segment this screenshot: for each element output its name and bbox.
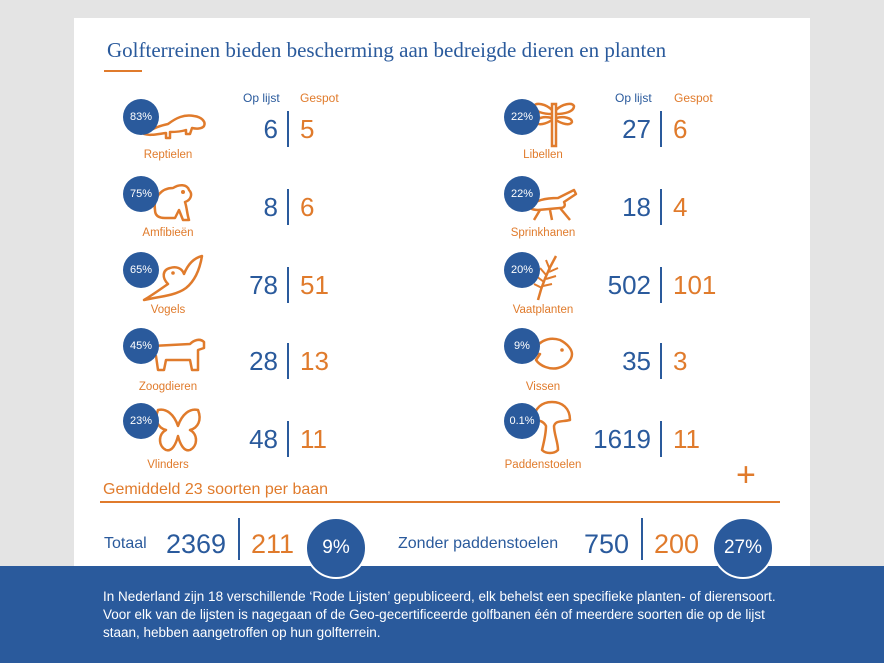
op-lijst-value: 8 [263,192,278,222]
fish-icon [530,334,574,374]
header-op-lijst-left: Op lijst [243,91,280,105]
grasshopper-icon [526,180,578,224]
lizard-icon [140,104,210,146]
plus-icon: + [736,456,756,494]
infographic-card [74,18,810,568]
category-label: Reptielen [143,149,193,161]
percentage-badge: 9% [504,328,540,364]
gespot-value: 4 [673,192,688,222]
without-mushrooms-divider [641,518,643,560]
percentage-badge: 20% [504,252,540,288]
gespot-value: 11 [673,424,700,454]
op-lijst-value: 78 [249,270,278,300]
totals-op-lijst: 2369 [166,529,227,559]
value-divider [287,189,289,225]
totals-divider [238,518,240,560]
value-divider [660,111,662,147]
gespot-value: 6 [300,192,315,222]
percentage-badge: 45% [123,328,159,364]
percentage-badge: 0.1% [504,403,540,439]
gespot-value: 6 [673,114,688,144]
gespot-value: 5 [300,114,315,144]
mushroom-icon [528,400,574,456]
category-label: Amfibieën [142,227,194,239]
percentage-badge: 65% [123,252,159,288]
plant-icon [530,254,560,302]
without-mushrooms-percentage-badge: 27% [712,517,774,579]
butterfly-icon [152,406,204,456]
value-divider [287,421,289,457]
footer-banner: In Nederland zijn 18 verschillende ‘Rode… [0,566,884,663]
category-label: Libellen [523,149,563,161]
op-lijst-value: 27 [622,114,651,144]
op-lijst-value: 502 [607,270,651,300]
header-op-lijst-right: Op lijst [615,91,652,105]
page-title: Golfterreinen bieden bescherming aan bed… [107,38,667,62]
without-mushrooms-op-lijst: 750 [584,529,630,559]
percentage-badge: 75% [123,176,159,212]
value-divider [660,343,662,379]
op-lijst-value: 18 [622,192,651,222]
value-divider [660,189,662,225]
totals-gespot: 211 [251,529,295,559]
value-divider [287,267,289,303]
category-label: Vlinders [147,459,189,471]
header-gespot-right: Gespot [674,91,713,105]
op-lijst-value: 35 [622,346,651,376]
footer-text: In Nederland zijn 18 verschillende ‘Rode… [103,589,776,640]
percentage-badge: 22% [504,176,540,212]
without-mushrooms-gespot: 200 [654,529,700,559]
gespot-value: 13 [300,346,329,376]
value-divider [287,111,289,147]
op-lijst-value: 1619 [593,424,651,454]
value-divider [660,267,662,303]
sum-line [100,501,780,503]
gespot-value: 3 [673,346,688,376]
average-species-text: Gemiddeld 23 soorten per baan [103,481,329,498]
gespot-value: 51 [300,270,329,300]
gespot-value: 101 [673,270,717,300]
category-label: Sprinkhanen [510,227,576,239]
without-mushrooms-label: Zonder paddenstoelen [398,535,559,552]
totals-label: Totaal [104,535,147,552]
percentage-badge: 83% [123,99,159,135]
category-label: Vogels [150,304,186,316]
totals-percentage-badge: 9% [305,517,367,579]
gespot-value: 11 [300,424,327,454]
percentage-badge: 22% [504,99,540,135]
category-label: Vaatplanten [512,304,574,316]
op-lijst-value: 6 [263,114,278,144]
dragonfly-icon [530,100,578,150]
value-divider [287,343,289,379]
op-lijst-value: 48 [249,424,278,454]
category-label: Vissen [525,381,561,393]
value-divider [660,421,662,457]
percentage-badge: 23% [123,403,159,439]
title-underline [104,70,142,72]
op-lijst-value: 28 [249,346,278,376]
frog-icon [145,180,197,224]
category-label: Zoogdieren [138,381,198,393]
category-label: Paddenstoelen [504,459,582,471]
header-gespot-left: Gespot [300,91,339,105]
bird-icon [140,254,206,304]
